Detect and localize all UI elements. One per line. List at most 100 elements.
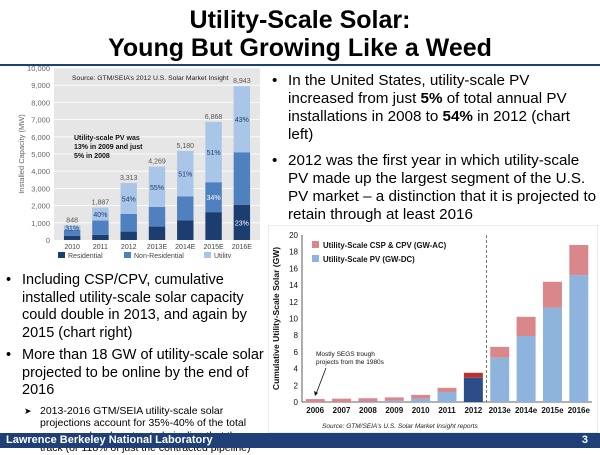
bar-segment [177,220,193,240]
y-tick-label: 8,000 [31,98,50,107]
arrow-bullet-icon: ➤ [24,405,32,418]
bar-csp [306,399,325,402]
legend-swatch [58,252,65,258]
y-tick-label: 2,000 [31,202,50,211]
bar-total-label: 3,313 [120,175,138,182]
bar-pv [464,378,483,402]
bar-pv [543,308,562,402]
bullet-18gw-text: More than 18 GW of utility-scale solar p… [22,347,264,398]
installed-capacity-chart: 01,0002,0003,0004,0005,0006,0007,0008,00… [16,62,264,258]
y-tick-label: 8 [294,331,299,340]
page-number: 3 [582,433,588,448]
bar-pv [490,358,509,402]
y-tick-label: 0 [294,398,299,407]
bullets-right: • In the United States, utility-scale PV… [272,72,597,232]
bar-percent-label: 23% [235,220,249,227]
bar-csp [358,398,377,401]
y-tick-label: 6 [294,348,299,357]
bar-percent-label: 31% [65,226,79,233]
y-axis-label: Installed Capacity (MW) [17,114,26,194]
bar-percent-label: 54% [122,196,136,203]
bar-segment [92,221,108,235]
y-tick-label: 3,000 [31,184,50,193]
annotation-text: Utility-scale PV was [74,135,140,142]
bar-csp [569,245,588,275]
legend-label-csp: Utility-Scale CSP & CPV (GW-AC) [323,241,447,250]
y-tick-label: 2 [294,381,299,390]
bar-total-label: 848 [66,217,78,224]
y-tick-label: 7,000 [31,116,50,125]
bar-percent-label: 34% [207,195,221,202]
bar-pv [569,275,588,402]
bar-csp [332,399,351,402]
legend-label-pv: Utility-Scale PV (GW-DC) [323,255,415,264]
y-tick-label: 14 [289,281,298,290]
bullet-pv-share: • In the United States, utility-scale PV… [272,72,597,144]
bar-total-label: 6,868 [205,114,223,121]
bar-percent-label: 51% [178,172,192,179]
annotation-text: projects from the 1980s [316,359,385,366]
x-tick-label: 2015E [203,244,224,251]
x-tick-label: 2010 [64,244,80,251]
bar-total-label: 4,269 [148,159,166,166]
y-tick-label: 6,000 [31,133,50,142]
footer-bar: Lawrence Berkeley National Laboratory 3 [0,433,600,448]
y-tick-label: 4,000 [31,167,50,176]
x-tick-label: 2016e [568,406,591,415]
x-tick-label: 2014e [515,406,538,415]
bar-total-label: 8,943 [233,78,251,85]
x-tick-label: 2013E [147,244,168,251]
legend-label: Utility [214,253,232,258]
bar-pv [385,401,404,402]
bar-segment [234,152,250,204]
bar-percent-label: 55% [150,185,164,192]
bar-pv [517,336,536,402]
x-tick-label: 2007 [333,406,351,415]
y-tick-label: 9,000 [31,81,50,90]
bar-percent-label: 43% [235,117,249,124]
bar-csp [411,395,430,399]
bullet-dot: • [6,272,11,290]
bar-segment [149,227,165,240]
bar-total-label: 1,887 [92,200,110,207]
source-note: Source: GTM/SEIA’s 2012 U.S. Solar Marke… [72,75,229,82]
legend-swatch [124,252,131,258]
bar-pv [411,399,430,402]
y-tick-label: 10 [289,315,298,324]
y-tick-label: 16 [289,264,298,273]
bar-segment [92,235,108,240]
x-tick-label: 2016E [232,244,253,251]
bar-csp [517,317,536,336]
bullet-dot: • [272,152,277,170]
bar-csp [385,397,404,400]
legend-swatch-pv [312,255,319,262]
y-tick-label: 1,000 [31,219,50,228]
x-tick-label: 2006 [306,406,324,415]
x-tick-label: 2008 [359,406,377,415]
bullet-csp-cpv-text: Including CSP/CPV, cumulative installed … [22,272,247,341]
bullet-dot: • [6,347,11,365]
bar-segment [149,207,165,227]
x-tick-label: 2009 [385,406,403,415]
bullet-largest-segment-text: 2012 was the first year in which utility… [288,152,596,223]
x-tick-label: 2014E [175,244,196,251]
bar-csp [490,347,509,358]
source-note: Source: GTM/SEIA’s U.S. Solar Market Ins… [322,423,478,430]
x-tick-label: 2011 [93,244,108,251]
x-tick-label: 2010 [412,406,430,415]
y-tick-label: 5,000 [31,150,50,159]
y-tick-label: 20 [289,231,298,240]
title-line-1: Utility-Scale Solar: [0,6,600,34]
bullet-largest-segment: • 2012 was the first year in which utili… [272,152,597,224]
bullet-pv-share-2012-value: 54% [443,108,473,125]
bar-segment [177,196,193,220]
slide-title: Utility-Scale Solar: Young But Growing L… [0,0,600,64]
bar-segment [121,232,137,240]
legend-label: Residential [68,253,103,258]
legend-swatch [204,252,211,258]
y-tick-label: 12 [289,298,298,307]
y-tick-label: 18 [289,248,298,257]
annotation-text: Mostly SEGS trough [316,351,375,358]
bar-percent-label: 51% [207,150,221,157]
